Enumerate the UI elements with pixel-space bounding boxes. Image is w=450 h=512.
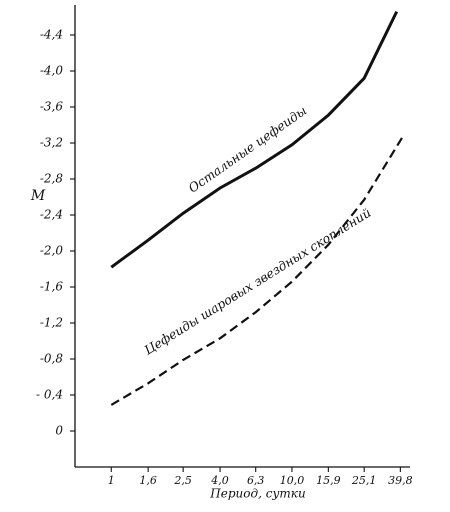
y-axis-label: M [30,188,46,204]
y-tick-label: -1,2 [40,316,63,330]
x-tick-label: 39,8 [388,474,413,487]
y-tick-label: -4,0 [40,64,64,78]
y-tick-label: -2,4 [40,208,63,222]
x-tick-label: 4,0 [210,474,229,487]
series-label: Цефеиды шаровых звездных скоплений [141,205,373,358]
x-tick-label: 10,0 [280,474,305,487]
x-tick-label: 1,6 [139,474,157,487]
curve [110,10,399,269]
y-tick-label: - 0,4 [36,388,63,402]
x-tick-label: 15,9 [316,474,341,487]
y-tick-label: -3,6 [40,100,64,114]
y-tick-label: -3,2 [40,136,63,150]
y-tick-label: -0,8 [40,352,64,366]
x-tick-label: 1 [108,474,115,487]
y-tick-label: -2,8 [40,172,64,186]
y-tick-label: 0 [55,424,63,438]
x-axis-label: Период, сутки [209,487,305,501]
x-tick-label: 2,5 [173,474,192,487]
x-tick-label: 25,1 [351,474,377,487]
y-tick-label: -1,6 [40,280,64,294]
series-label: Остальные цефеиды [186,103,310,196]
curve [110,136,404,406]
x-tick-label: 6,3 [247,474,265,487]
y-tick-label: -4,4 [40,28,63,42]
y-tick-label: -2,0 [40,244,64,258]
